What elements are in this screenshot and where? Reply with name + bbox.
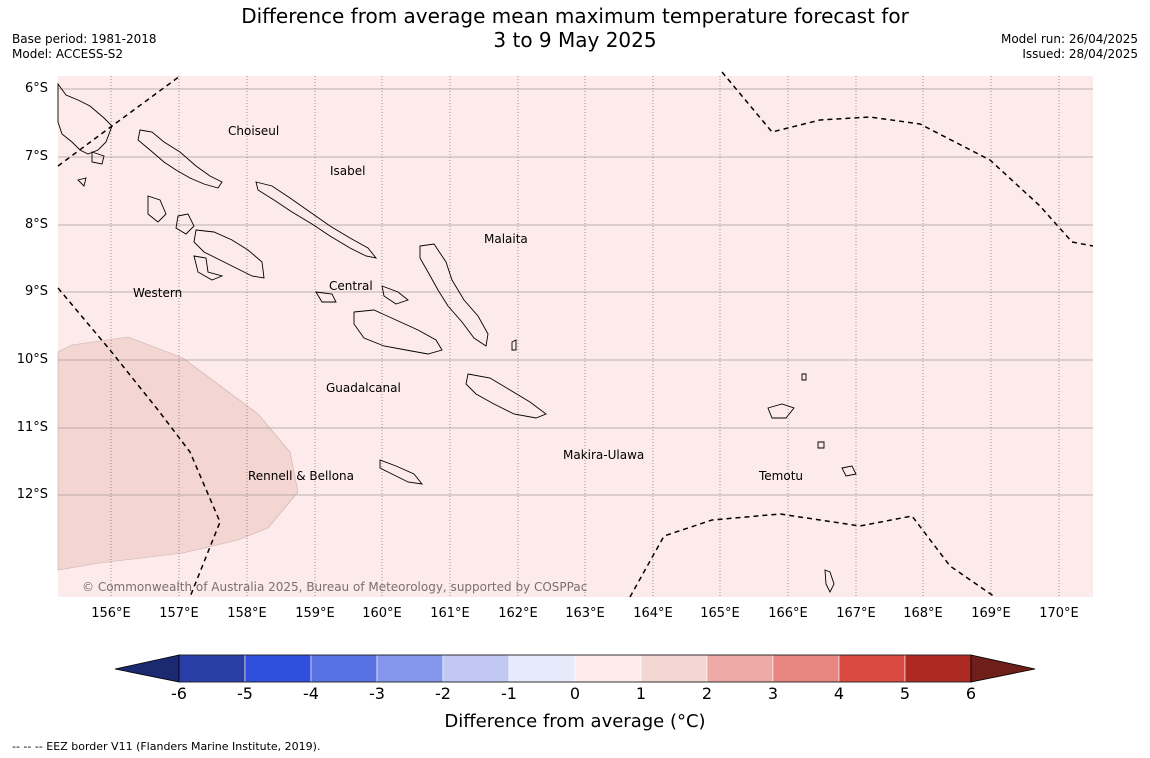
colorbar-tick: 3: [767, 684, 779, 703]
lat-label: 7°S: [24, 149, 48, 164]
colorbar-segments: [178, 654, 972, 683]
colorbar-segment: [442, 654, 510, 683]
colorbar-segment: [376, 654, 444, 683]
lon-label: 158°E: [227, 606, 267, 621]
colorbar-segment: [904, 654, 972, 683]
islet: [511, 339, 517, 351]
lon-label: 168°E: [903, 606, 943, 621]
lon-label: 161°E: [430, 606, 470, 621]
lon-label: 166°E: [768, 606, 808, 621]
coastlines: [57, 82, 857, 594]
eez-border: [57, 71, 1094, 598]
place-label-choiseul: Choiseul: [228, 124, 280, 138]
lon-label: 163°E: [565, 606, 605, 621]
lat-label: 9°S: [24, 284, 48, 299]
colorbar-tick: 2: [701, 684, 713, 703]
lat-label: 11°S: [16, 420, 48, 435]
colorbar-segment: [574, 654, 642, 683]
colorbar-segment: [772, 654, 840, 683]
kolombangara-island: [175, 213, 195, 235]
colorbar-tick: 4: [833, 684, 845, 703]
choiseul-island: [137, 129, 223, 189]
colorbar-segment: [640, 654, 708, 683]
colorbar-tick: -6: [171, 684, 187, 703]
new-georgia-island: [193, 229, 265, 279]
rennell-island: [379, 459, 424, 485]
anomaly-region-1-2: [57, 336, 299, 571]
utupua-island: [841, 465, 857, 477]
malaita-island: [419, 243, 489, 347]
colorbar-segment: [178, 654, 246, 683]
meta-right: Model run: 26/04/2025 Issued: 28/04/2025: [1001, 32, 1138, 62]
isabel-island: [255, 181, 378, 259]
colorbar-under-arrow: [114, 654, 180, 683]
colorbar-tick: 5: [899, 684, 911, 703]
makira-island: [465, 373, 547, 419]
colorbar-tick: -2: [435, 684, 451, 703]
lon-label: 165°E: [700, 606, 740, 621]
colorbar-tick: 6: [965, 684, 977, 703]
islet: [77, 177, 87, 187]
lon-label: 162°E: [498, 606, 538, 621]
model-run: Model run: 26/04/2025: [1000, 32, 1138, 46]
lon-label: 157°E: [159, 606, 199, 621]
lon-label: 156°E: [91, 606, 131, 621]
anuta-tikopia-island: [824, 569, 835, 594]
issued-date: Issued: 28/04/2025: [1022, 47, 1138, 61]
map-title: Difference from average mean maximum tem…: [0, 4, 1150, 52]
florida-islands: [381, 285, 409, 305]
colorbar-tick: -4: [303, 684, 319, 703]
colorbar-tick: 0: [569, 684, 581, 703]
title-line-2: 3 to 9 May 2025: [493, 28, 657, 52]
guadalcanal-island: [353, 309, 443, 355]
place-label-isabel: Isabel: [330, 164, 366, 178]
lat-label: 10°S: [16, 352, 48, 367]
place-label-temotu: Temotu: [759, 469, 804, 483]
colorbar-tick: -5: [237, 684, 253, 703]
rendova-island: [193, 255, 224, 281]
colorbar-segment: [838, 654, 906, 683]
lon-label: 169°E: [971, 606, 1011, 621]
colorbar-segment: [706, 654, 774, 683]
bougainville-island: [57, 82, 113, 155]
vanikoro-island: [817, 441, 825, 449]
colorbar-tick: -1: [501, 684, 517, 703]
colorbar-tick: -3: [369, 684, 385, 703]
place-label-western: Western: [133, 286, 183, 300]
colorbar-label: Difference from average (°C): [444, 711, 706, 732]
eez-legend-note: -- -- -- EEZ border V11 (Flanders Marine…: [12, 740, 321, 753]
lon-label: 159°E: [295, 606, 335, 621]
colorbar-tick: 1: [635, 684, 647, 703]
islet: [91, 151, 105, 165]
islet: [801, 373, 807, 381]
place-label-rennell-bellona: Rennell & Bellona: [248, 469, 355, 483]
place-label-makira-ulawa: Makira-Ulawa: [563, 448, 645, 462]
title-line-1: Difference from average mean maximum tem…: [241, 4, 909, 28]
lon-label: 167°E: [836, 606, 876, 621]
colorbar-segment: [244, 654, 312, 683]
place-label-guadalcanal: Guadalcanal: [326, 381, 401, 395]
lon-label: 170°E: [1039, 606, 1079, 621]
base-period: Base period: 1981-2018: [12, 32, 157, 46]
lon-label: 164°E: [633, 606, 673, 621]
lon-label: 160°E: [362, 606, 402, 621]
santa-cruz-island: [767, 403, 795, 419]
colorbar: [114, 654, 1036, 683]
model-name: Model: ACCESS-S2: [12, 47, 124, 61]
lat-label: 12°S: [16, 487, 48, 502]
place-label-central: Central: [329, 279, 373, 293]
latitude-gridlines: [58, 88, 1093, 496]
lat-label: 6°S: [24, 81, 48, 96]
colorbar-over-arrow: [970, 654, 1036, 683]
vella-lavella-island: [147, 195, 167, 223]
meta-left: Base period: 1981-2018 Model: ACCESS-S2: [12, 32, 157, 62]
copyright-notice: © Commonwealth of Australia 2025, Bureau…: [82, 580, 588, 594]
colorbar-segment: [508, 654, 576, 683]
colorbar-segment: [310, 654, 378, 683]
savo-island: [315, 291, 337, 303]
place-label-malaita: Malaita: [484, 232, 528, 246]
lat-label: 8°S: [24, 217, 48, 232]
